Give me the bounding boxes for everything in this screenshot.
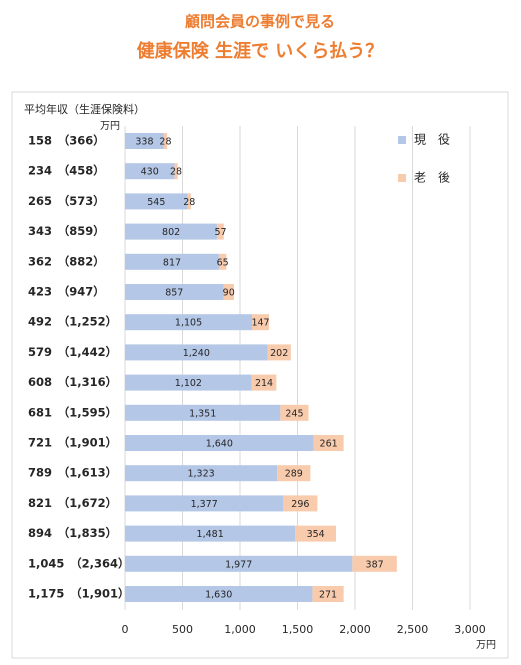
y-tick-label: 423 （947） [28,285,105,299]
data-label: 1,481 [197,529,224,540]
y-tick-label: 894 （1,835） [28,526,117,540]
data-label: 214 [255,378,273,389]
bar-segment [313,435,344,451]
y-axis-label: 平均年収（生涯保険料） [24,102,145,116]
data-label: 90 [223,288,235,299]
bar-segment [174,163,178,180]
data-label: 857 [165,288,183,299]
y-tick-label: 362 （882） [28,254,105,268]
bar-segment [125,435,314,451]
bar-segment [283,495,318,512]
bar-segment [217,223,224,240]
bar-segment [125,223,218,240]
bar-segment [125,586,313,602]
data-label: 28 [183,197,195,208]
data-label: 1,240 [183,348,210,359]
x-tick-label: 500 [172,623,193,636]
data-label: 245 [285,408,303,419]
data-label: 147 [251,318,269,329]
bar-segment [125,314,253,331]
bar-segment [125,133,164,149]
data-label: 289 [285,469,303,480]
y-tick-label: 608 （1,316） [28,375,117,389]
data-label: 202 [270,348,288,359]
y-axis-unit: 万円 [100,121,120,132]
data-label: 354 [307,529,325,540]
bar-segment [125,253,219,270]
bar-segment [352,555,397,572]
x-tick-label: 2,500 [397,623,429,636]
y-tick-label: 789 （1,613） [28,466,117,480]
chart-frame [11,91,509,659]
bar-segment [125,555,353,572]
y-tick-label: 158 （366） [28,134,105,148]
y-tick-label: 1,175 （1,901） [28,587,130,601]
y-tick-label: 681 （1,595） [28,405,117,419]
legend-label: 現 役 [414,132,450,147]
data-label: 1,102 [175,378,202,389]
bar-segment [125,163,175,180]
data-label: 57 [214,227,226,238]
x-tick-label: 2,000 [339,623,371,636]
data-label: 338 [135,137,153,148]
data-label: 802 [162,227,180,238]
legend-label: 老 後 [414,171,450,185]
data-label: 28 [159,137,171,148]
bar-segment [252,314,269,331]
data-label: 65 [217,257,229,268]
x-tick-label: 1,000 [224,623,256,636]
data-label: 817 [163,257,181,268]
y-tick-label: 492 （1,252） [28,315,117,329]
x-axis-unit: 万円 [476,640,496,651]
bar-segment [125,495,284,512]
data-label: 1,377 [191,499,218,510]
data-label: 1,105 [175,318,202,329]
y-tick-label: 265 （573） [28,194,105,208]
y-tick-label: 234 （458） [28,164,105,178]
bar-segment [125,193,188,210]
y-tick-label: 821 （1,672） [28,496,117,510]
chart-subtitle: 健康保険 生涯で いくら払う？ [137,40,384,62]
data-label: 1,977 [225,559,252,570]
chart-title: 顧問会員の事例で見る [185,13,335,31]
bar-segment [280,404,309,421]
data-label: 296 [291,499,309,510]
data-label: 430 [141,167,159,178]
data-label: 1,640 [206,439,233,450]
bar-segment [251,374,277,391]
data-label: 28 [170,167,182,178]
legend-marker [398,136,406,144]
x-tick-label: 0 [122,623,129,636]
data-label: 271 [319,590,337,601]
bar-segment [295,525,337,542]
bar-segment [218,253,227,270]
y-tick-label: 1,045 （2,364） [28,556,130,570]
bar-segment [267,344,291,361]
data-label: 545 [147,197,165,208]
bar-segment [125,344,268,361]
y-tick-label: 721 （1,901） [28,436,117,450]
data-label: 1,323 [187,469,214,480]
x-tick-label: 3,000 [454,623,486,636]
bar-segment [125,404,281,421]
data-label: 261 [320,439,338,450]
bar-segment [277,465,311,482]
bar-segment [163,133,168,149]
legend-marker [398,174,406,182]
bar-segment [125,465,278,482]
data-label: 387 [366,559,384,570]
bar-segment [125,374,252,391]
bar-segment [125,525,296,542]
bar-segment [223,284,234,300]
x-tick-label: 1,500 [282,623,314,636]
bar-segment [312,586,344,602]
bar-segment [125,284,224,300]
data-label: 1,351 [189,408,216,419]
y-tick-label: 343 （859） [28,224,105,238]
bar-segment [187,193,191,210]
data-label: 1,630 [205,590,232,601]
y-tick-label: 579 （1,442） [28,345,117,359]
